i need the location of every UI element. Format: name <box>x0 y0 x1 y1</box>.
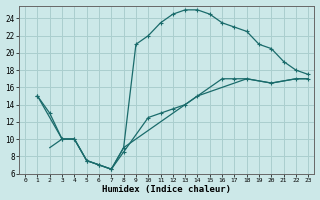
X-axis label: Humidex (Indice chaleur): Humidex (Indice chaleur) <box>102 185 231 194</box>
